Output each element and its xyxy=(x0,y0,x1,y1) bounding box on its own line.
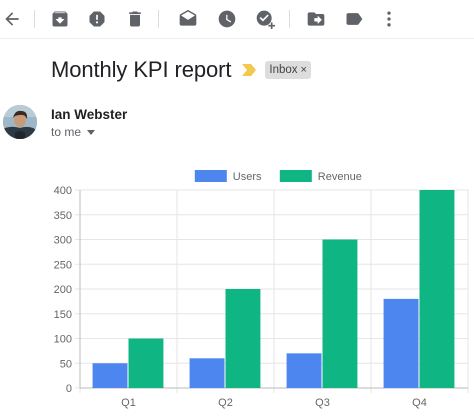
legend-swatch-revenue xyxy=(279,170,312,182)
bar-users-q2 xyxy=(189,358,225,388)
x-tick-label: Q4 xyxy=(412,397,427,409)
label-chip-inbox: Inbox × xyxy=(265,61,311,79)
subject-row: Monthly KPI report Inbox × xyxy=(51,55,311,85)
chart-container: 0 50 100 150 200 250 300 350 400 Q1 Q2 Q3 Q4 Users Rev… xyxy=(0,160,474,420)
y-tick-label: 0 xyxy=(66,383,72,395)
toolbar-divider xyxy=(289,10,290,28)
bar-users-q3 xyxy=(286,353,322,388)
recipient-details[interactable]: to me xyxy=(51,125,96,139)
email-subject: Monthly KPI report xyxy=(51,57,232,82)
label-icon[interactable] xyxy=(342,7,366,31)
legend-label-users: Users xyxy=(233,171,262,183)
caret-down-icon[interactable] xyxy=(87,129,96,135)
importance-marker-icon[interactable] xyxy=(241,63,257,77)
y-tick-label: 200 xyxy=(54,284,72,296)
more-vert-icon[interactable] xyxy=(377,7,401,31)
toolbar xyxy=(0,0,474,39)
move-to-icon[interactable] xyxy=(304,7,328,31)
sender-name[interactable]: Ian Webster xyxy=(51,107,128,122)
legend-swatch-users xyxy=(194,170,227,182)
y-tick-label: 400 xyxy=(54,185,72,197)
delete-icon[interactable] xyxy=(123,7,147,31)
snooze-icon[interactable] xyxy=(215,7,239,31)
toolbar-divider xyxy=(34,10,35,28)
x-tick-label: Q1 xyxy=(121,397,136,409)
add-to-tasks-icon[interactable] xyxy=(253,7,277,31)
archive-icon[interactable] xyxy=(48,7,72,31)
remove-label-icon[interactable]: × xyxy=(300,64,307,76)
recipient-label: to me xyxy=(51,125,82,139)
y-tick-label: 150 xyxy=(54,309,72,321)
bar-revenue-q1 xyxy=(128,338,164,388)
mark-unread-icon[interactable] xyxy=(176,7,200,31)
legend-label-revenue: Revenue xyxy=(318,171,362,183)
x-tick-label: Q3 xyxy=(315,397,330,409)
bar-revenue-q3 xyxy=(322,239,358,388)
bar-revenue-q2 xyxy=(225,289,261,388)
bar-users-q4 xyxy=(383,298,419,388)
report-spam-icon[interactable] xyxy=(85,7,109,31)
y-tick-label: 300 xyxy=(54,235,72,247)
y-tick-label: 100 xyxy=(54,334,72,346)
kpi-bar-chart: 0 50 100 150 200 250 300 350 400 Q1 Q2 Q3 Q4 Users Rev… xyxy=(54,170,469,409)
bar-users-q1 xyxy=(92,363,128,388)
y-tick-label: 350 xyxy=(54,210,72,222)
label-chip-text: Inbox xyxy=(269,64,298,76)
back-arrow-icon[interactable] xyxy=(0,7,24,31)
toolbar-divider-line xyxy=(0,38,474,39)
y-tick-label: 50 xyxy=(60,358,72,370)
toolbar-divider xyxy=(158,10,159,28)
x-tick-label: Q2 xyxy=(218,397,233,409)
y-tick-label: 250 xyxy=(54,259,72,271)
bar-revenue-q4 xyxy=(419,190,455,388)
avatar[interactable] xyxy=(3,105,37,139)
